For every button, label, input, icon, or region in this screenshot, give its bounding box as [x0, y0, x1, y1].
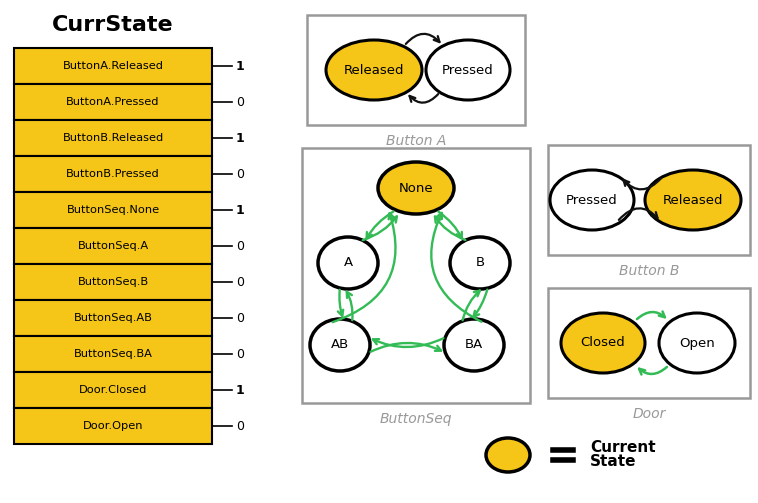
- Bar: [548, 145, 750, 255]
- Text: 1: 1: [236, 59, 245, 72]
- Text: 0: 0: [236, 96, 244, 109]
- Text: 1: 1: [236, 383, 245, 396]
- Text: 0: 0: [236, 311, 244, 324]
- Text: 0: 0: [236, 276, 244, 289]
- Text: 1: 1: [236, 131, 245, 144]
- Text: 1: 1: [236, 204, 245, 216]
- Bar: [14, 264, 212, 300]
- Ellipse shape: [426, 40, 510, 100]
- Text: Door.Open: Door.Open: [83, 421, 143, 431]
- Ellipse shape: [486, 438, 530, 472]
- Ellipse shape: [444, 319, 504, 371]
- Bar: [14, 156, 212, 192]
- Text: ButtonSeq: ButtonSeq: [380, 412, 453, 426]
- Ellipse shape: [318, 237, 378, 289]
- Ellipse shape: [561, 313, 645, 373]
- Text: ButtonSeq.AB: ButtonSeq.AB: [74, 313, 152, 323]
- Bar: [548, 288, 750, 398]
- Text: AB: AB: [331, 339, 349, 352]
- Bar: [14, 300, 212, 336]
- Text: Released: Released: [662, 194, 723, 207]
- Text: Released: Released: [343, 63, 404, 76]
- Text: 0: 0: [236, 167, 244, 181]
- Text: ButtonSeq.BA: ButtonSeq.BA: [74, 349, 152, 359]
- Bar: [14, 336, 212, 372]
- Text: Pressed: Pressed: [442, 63, 494, 76]
- Text: ButtonSeq.None: ButtonSeq.None: [67, 205, 160, 215]
- Ellipse shape: [450, 237, 510, 289]
- Bar: [302, 148, 530, 403]
- Bar: [14, 192, 212, 228]
- Ellipse shape: [645, 170, 741, 230]
- Text: Button B: Button B: [619, 264, 679, 278]
- Text: Closed: Closed: [581, 337, 625, 350]
- Text: 0: 0: [236, 348, 244, 361]
- Text: A: A: [343, 257, 352, 270]
- Text: CurrState: CurrState: [52, 15, 174, 35]
- Text: Door: Door: [632, 407, 666, 421]
- Text: ButtonA.Released: ButtonA.Released: [62, 61, 164, 71]
- Text: None: None: [399, 182, 434, 195]
- Ellipse shape: [378, 162, 454, 214]
- Bar: [14, 84, 212, 120]
- Text: ButtonA.Pressed: ButtonA.Pressed: [66, 97, 160, 107]
- Text: Pressed: Pressed: [566, 194, 618, 207]
- Ellipse shape: [310, 319, 370, 371]
- Text: Open: Open: [679, 337, 715, 350]
- Bar: [14, 120, 212, 156]
- Text: 0: 0: [236, 239, 244, 253]
- Text: BA: BA: [465, 339, 483, 352]
- Bar: [14, 48, 212, 84]
- Bar: [14, 372, 212, 408]
- Text: State: State: [590, 455, 637, 469]
- Bar: [14, 408, 212, 444]
- Text: ButtonSeq.B: ButtonSeq.B: [77, 277, 149, 287]
- Text: Door.Closed: Door.Closed: [79, 385, 147, 395]
- Ellipse shape: [659, 313, 735, 373]
- Text: B: B: [475, 257, 484, 270]
- Text: Button A: Button A: [386, 134, 446, 148]
- Text: ButtonB.Released: ButtonB.Released: [62, 133, 164, 143]
- Text: ButtonB.Pressed: ButtonB.Pressed: [66, 169, 160, 179]
- Ellipse shape: [326, 40, 422, 100]
- Text: Current: Current: [590, 441, 656, 456]
- Bar: [307, 15, 525, 125]
- Text: 0: 0: [236, 420, 244, 433]
- Text: ButtonSeq.A: ButtonSeq.A: [77, 241, 149, 251]
- Bar: [14, 228, 212, 264]
- Ellipse shape: [550, 170, 634, 230]
